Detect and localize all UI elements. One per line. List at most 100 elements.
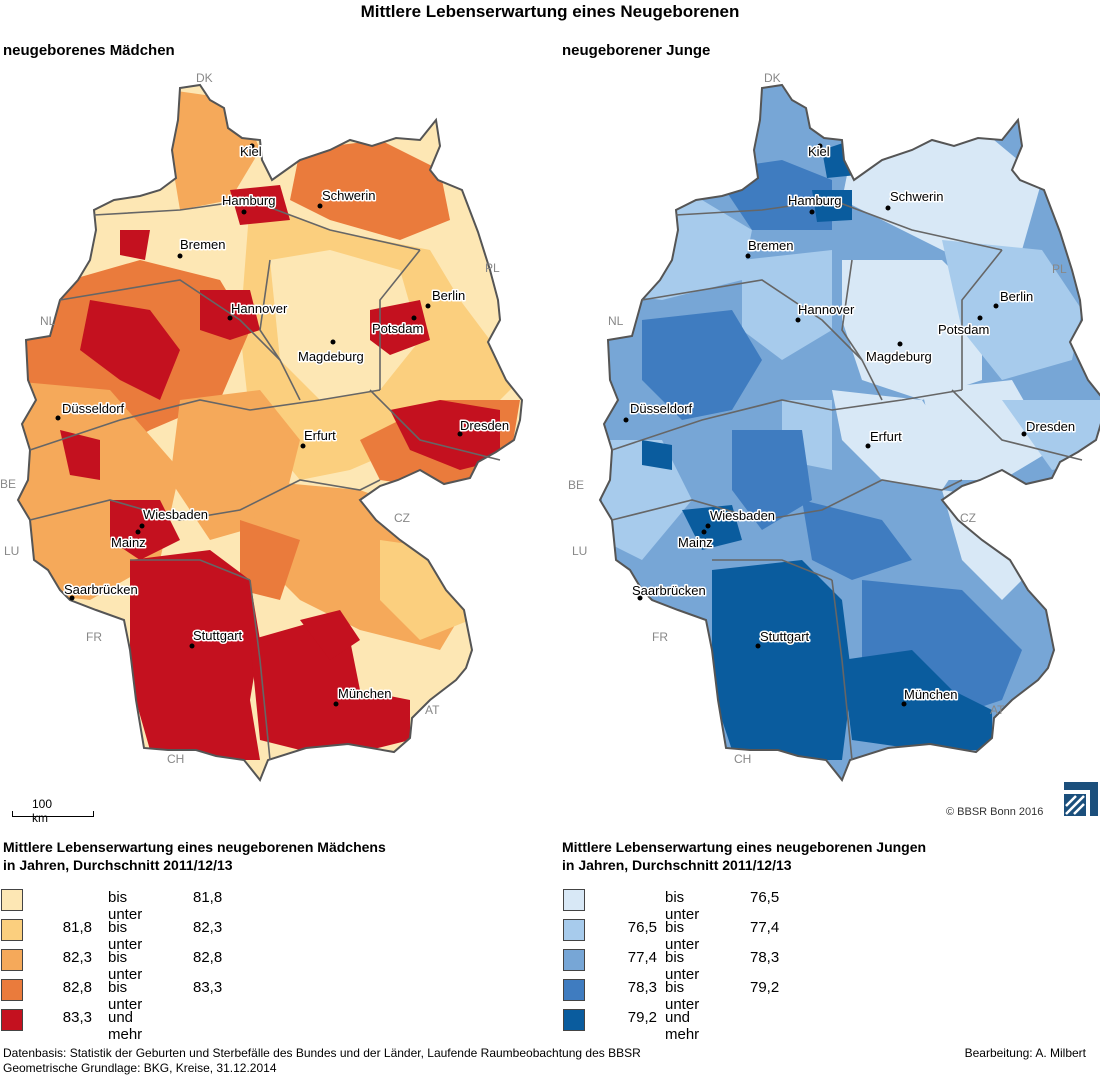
legend-lower-bound: 81,8 bbox=[62, 919, 92, 936]
class-region bbox=[270, 250, 420, 400]
class-region bbox=[642, 440, 672, 470]
class-region bbox=[842, 650, 992, 750]
legend-upper-bound: 78,3 bbox=[750, 949, 780, 966]
class-region bbox=[812, 190, 852, 222]
country-labels: DK PL NL BE LU FR CH AT CZ bbox=[568, 71, 1067, 766]
class-region bbox=[250, 620, 410, 750]
city-potsdam: Potsdam bbox=[937, 315, 991, 339]
city-dresden: Dresden bbox=[1021, 418, 1077, 437]
legend-upper-bound: 77,4 bbox=[750, 919, 780, 936]
footer-source: Datenbasis: Statistik der Geburten und S… bbox=[3, 1046, 641, 1076]
city-berlin: Berlin bbox=[993, 288, 1035, 309]
class-region bbox=[682, 505, 742, 550]
class-region bbox=[130, 550, 260, 760]
city-schwerin: Schwerin bbox=[317, 187, 377, 209]
city-wiesbaden: Wiesbaden bbox=[139, 506, 210, 529]
legend-upper-bound: 82,8 bbox=[193, 949, 223, 966]
maps-canvas: Kiel Hamburg Schwerin Bremen Hannover Be… bbox=[0, 71, 1100, 781]
city-mainz: Mainz bbox=[677, 529, 714, 552]
country-fr: FR bbox=[86, 630, 102, 644]
state-borders bbox=[611, 199, 1083, 761]
country-ch: CH bbox=[734, 752, 751, 766]
city-muenchen: München bbox=[901, 686, 959, 707]
svg-text:Erfurt: Erfurt bbox=[870, 429, 902, 444]
legend-swatch bbox=[1, 889, 23, 911]
svg-text:Potsdam: Potsdam bbox=[938, 322, 989, 337]
country-ch: CH bbox=[167, 752, 184, 766]
legend-upper-bound: 76,5 bbox=[750, 889, 780, 906]
legend-swatch bbox=[563, 949, 585, 971]
scale-bar-label: 100 km bbox=[32, 797, 53, 825]
legend-class-label: bis unter bbox=[108, 889, 143, 923]
state-borders bbox=[29, 199, 501, 761]
country-at: AT bbox=[425, 703, 440, 717]
svg-text:Stuttgart: Stuttgart bbox=[760, 629, 810, 644]
svg-text:Stuttgart: Stuttgart bbox=[193, 628, 243, 643]
svg-text:Dresden: Dresden bbox=[1026, 419, 1075, 434]
svg-text:Schwerin: Schwerin bbox=[322, 188, 375, 203]
city-mainz: Mainz bbox=[110, 529, 147, 552]
country-at: AT bbox=[990, 703, 1005, 717]
legend-boys-title-line2: in Jahren, Durchschnitt 2011/12/13 bbox=[562, 857, 792, 873]
map-girls-subtitle: neugeborenes Mädchen bbox=[3, 42, 175, 59]
city-saarbruecken: Saarbrücken bbox=[631, 582, 707, 601]
legend-upper-bound: 81,8 bbox=[193, 889, 223, 906]
class-region bbox=[602, 440, 692, 560]
svg-text:München: München bbox=[338, 686, 391, 701]
legend-girls-title-line2: in Jahren, Durchschnitt 2011/12/13 bbox=[3, 857, 233, 873]
city-hamburg: Hamburg bbox=[221, 192, 277, 215]
legend-upper-bound: 82,3 bbox=[193, 919, 223, 936]
legend-lower-bound: 83,3 bbox=[62, 1009, 92, 1026]
svg-text:Mainz: Mainz bbox=[111, 535, 146, 550]
legend-class-label: bis unter bbox=[665, 919, 700, 953]
city-wiesbaden: Wiesbaden bbox=[705, 507, 777, 529]
legend-lower-bound: 76,5 bbox=[627, 919, 657, 936]
svg-text:Bremen: Bremen bbox=[748, 238, 794, 253]
country-be: BE bbox=[0, 477, 16, 491]
svg-text:Kiel: Kiel bbox=[808, 144, 830, 159]
legend-class-label: bis unter bbox=[108, 949, 143, 983]
legend-lower-bound: 77,4 bbox=[627, 949, 657, 966]
legend-lower-bound: 82,8 bbox=[62, 979, 92, 996]
city-saarbruecken: Saarbrücken bbox=[63, 581, 139, 601]
map-boys-subtitle: neugeborener Junge bbox=[562, 42, 711, 59]
city-duesseldorf: Düsseldorf bbox=[623, 400, 694, 423]
scale-bar-line bbox=[12, 811, 94, 817]
country-pl: PL bbox=[485, 261, 500, 275]
legend-boys-title: Mittlere Lebenserwartung eines neugebore… bbox=[562, 838, 926, 874]
city-bremen: Bremen bbox=[177, 236, 227, 259]
class-region bbox=[732, 430, 812, 530]
legend-swatch bbox=[563, 919, 585, 941]
svg-text:München: München bbox=[904, 687, 957, 702]
svg-text:Saarbrücken: Saarbrücken bbox=[64, 582, 138, 597]
svg-text:Wiesbaden: Wiesbaden bbox=[143, 507, 208, 522]
country-lu: LU bbox=[4, 544, 19, 558]
country-cz: CZ bbox=[394, 511, 410, 525]
class-region bbox=[802, 500, 912, 580]
class-region bbox=[80, 300, 180, 400]
legend-upper-bound: 79,2 bbox=[750, 979, 780, 996]
city-erfurt: Erfurt bbox=[300, 427, 338, 449]
legend-swatch bbox=[563, 979, 585, 1001]
legend-swatch bbox=[1, 949, 23, 971]
city-magdeburg: Magdeburg bbox=[865, 341, 933, 366]
legend-class-label: bis unter bbox=[108, 979, 143, 1013]
country-cz: CZ bbox=[960, 511, 976, 525]
legend-class-label: bis unter bbox=[665, 949, 700, 983]
bbsr-logo-icon bbox=[1064, 782, 1098, 816]
legend-swatch bbox=[563, 889, 585, 911]
map-girls: Kiel Hamburg Schwerin Bremen Hannover Be… bbox=[0, 71, 523, 781]
city-kiel: Kiel bbox=[807, 143, 832, 161]
city-duesseldorf: Düsseldorf bbox=[55, 400, 126, 421]
country-lu: LU bbox=[572, 544, 587, 558]
country-dk: DK bbox=[764, 71, 781, 85]
svg-text:Erfurt: Erfurt bbox=[304, 428, 336, 443]
city-hannover: Hannover bbox=[227, 300, 290, 321]
legend-lower-bound: 82,3 bbox=[62, 949, 92, 966]
class-region bbox=[300, 610, 360, 660]
legend-class-label: bis unter bbox=[665, 979, 700, 1013]
city-hannover: Hannover bbox=[795, 301, 857, 323]
city-schwerin: Schwerin bbox=[885, 188, 945, 211]
svg-text:Dresden: Dresden bbox=[460, 418, 509, 433]
svg-text:Berlin: Berlin bbox=[432, 288, 465, 303]
